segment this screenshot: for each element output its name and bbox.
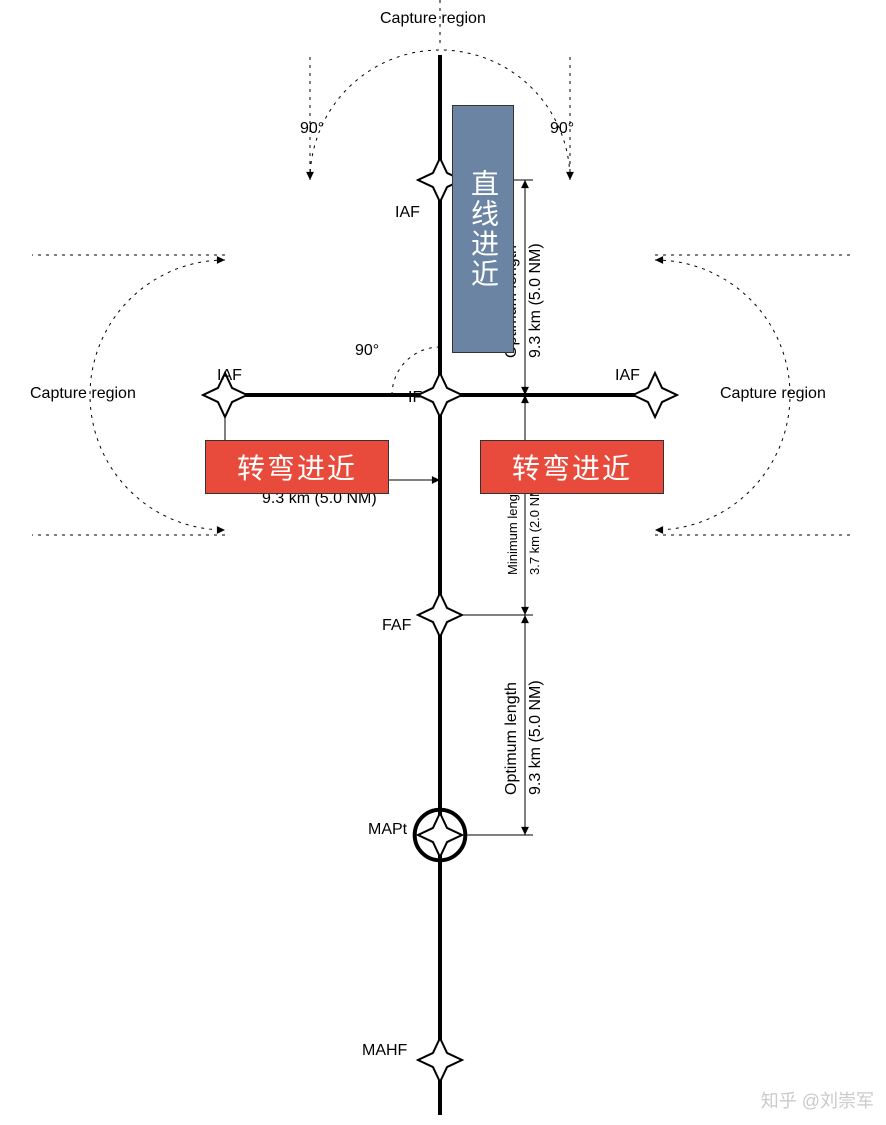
label-mahf: MAHF <box>362 1042 407 1060</box>
box-turn-approach-right: 转弯进近 <box>480 440 664 494</box>
box-turn-approach-left: 转弯进近 <box>205 440 389 494</box>
angle-90-top-right: 90° <box>550 120 574 138</box>
capture-region-left: Capture region <box>30 385 136 403</box>
label-faf: FAF <box>382 617 411 635</box>
capture-region-right: Capture region <box>720 385 826 403</box>
angle-90-top-left: 90° <box>300 120 324 138</box>
angle-90-if: 90° <box>355 342 379 360</box>
label-iaf-top: IAF <box>395 204 420 222</box>
watermark: 知乎 @刘崇军 <box>761 1087 874 1113</box>
label-mapt: MAPt <box>368 821 407 839</box>
box-straight-approach: 直线进近 <box>452 105 514 353</box>
label-if: IF <box>408 389 422 407</box>
diagram-stage: Capture region Capture region Capture re… <box>0 0 886 1125</box>
diagram-svg <box>0 0 886 1125</box>
dim-iaf-if-label2: 9.3 km (5.0 NM) <box>527 218 545 358</box>
label-iaf-right: IAF <box>615 367 640 385</box>
dim-faf-mapt-label2: 9.3 km (5.0 NM) <box>527 655 545 795</box>
dim-faf-mapt-label1: Optimum length <box>503 655 521 795</box>
label-iaf-left: IAF <box>217 367 242 385</box>
capture-region-top: Capture region <box>380 10 486 28</box>
